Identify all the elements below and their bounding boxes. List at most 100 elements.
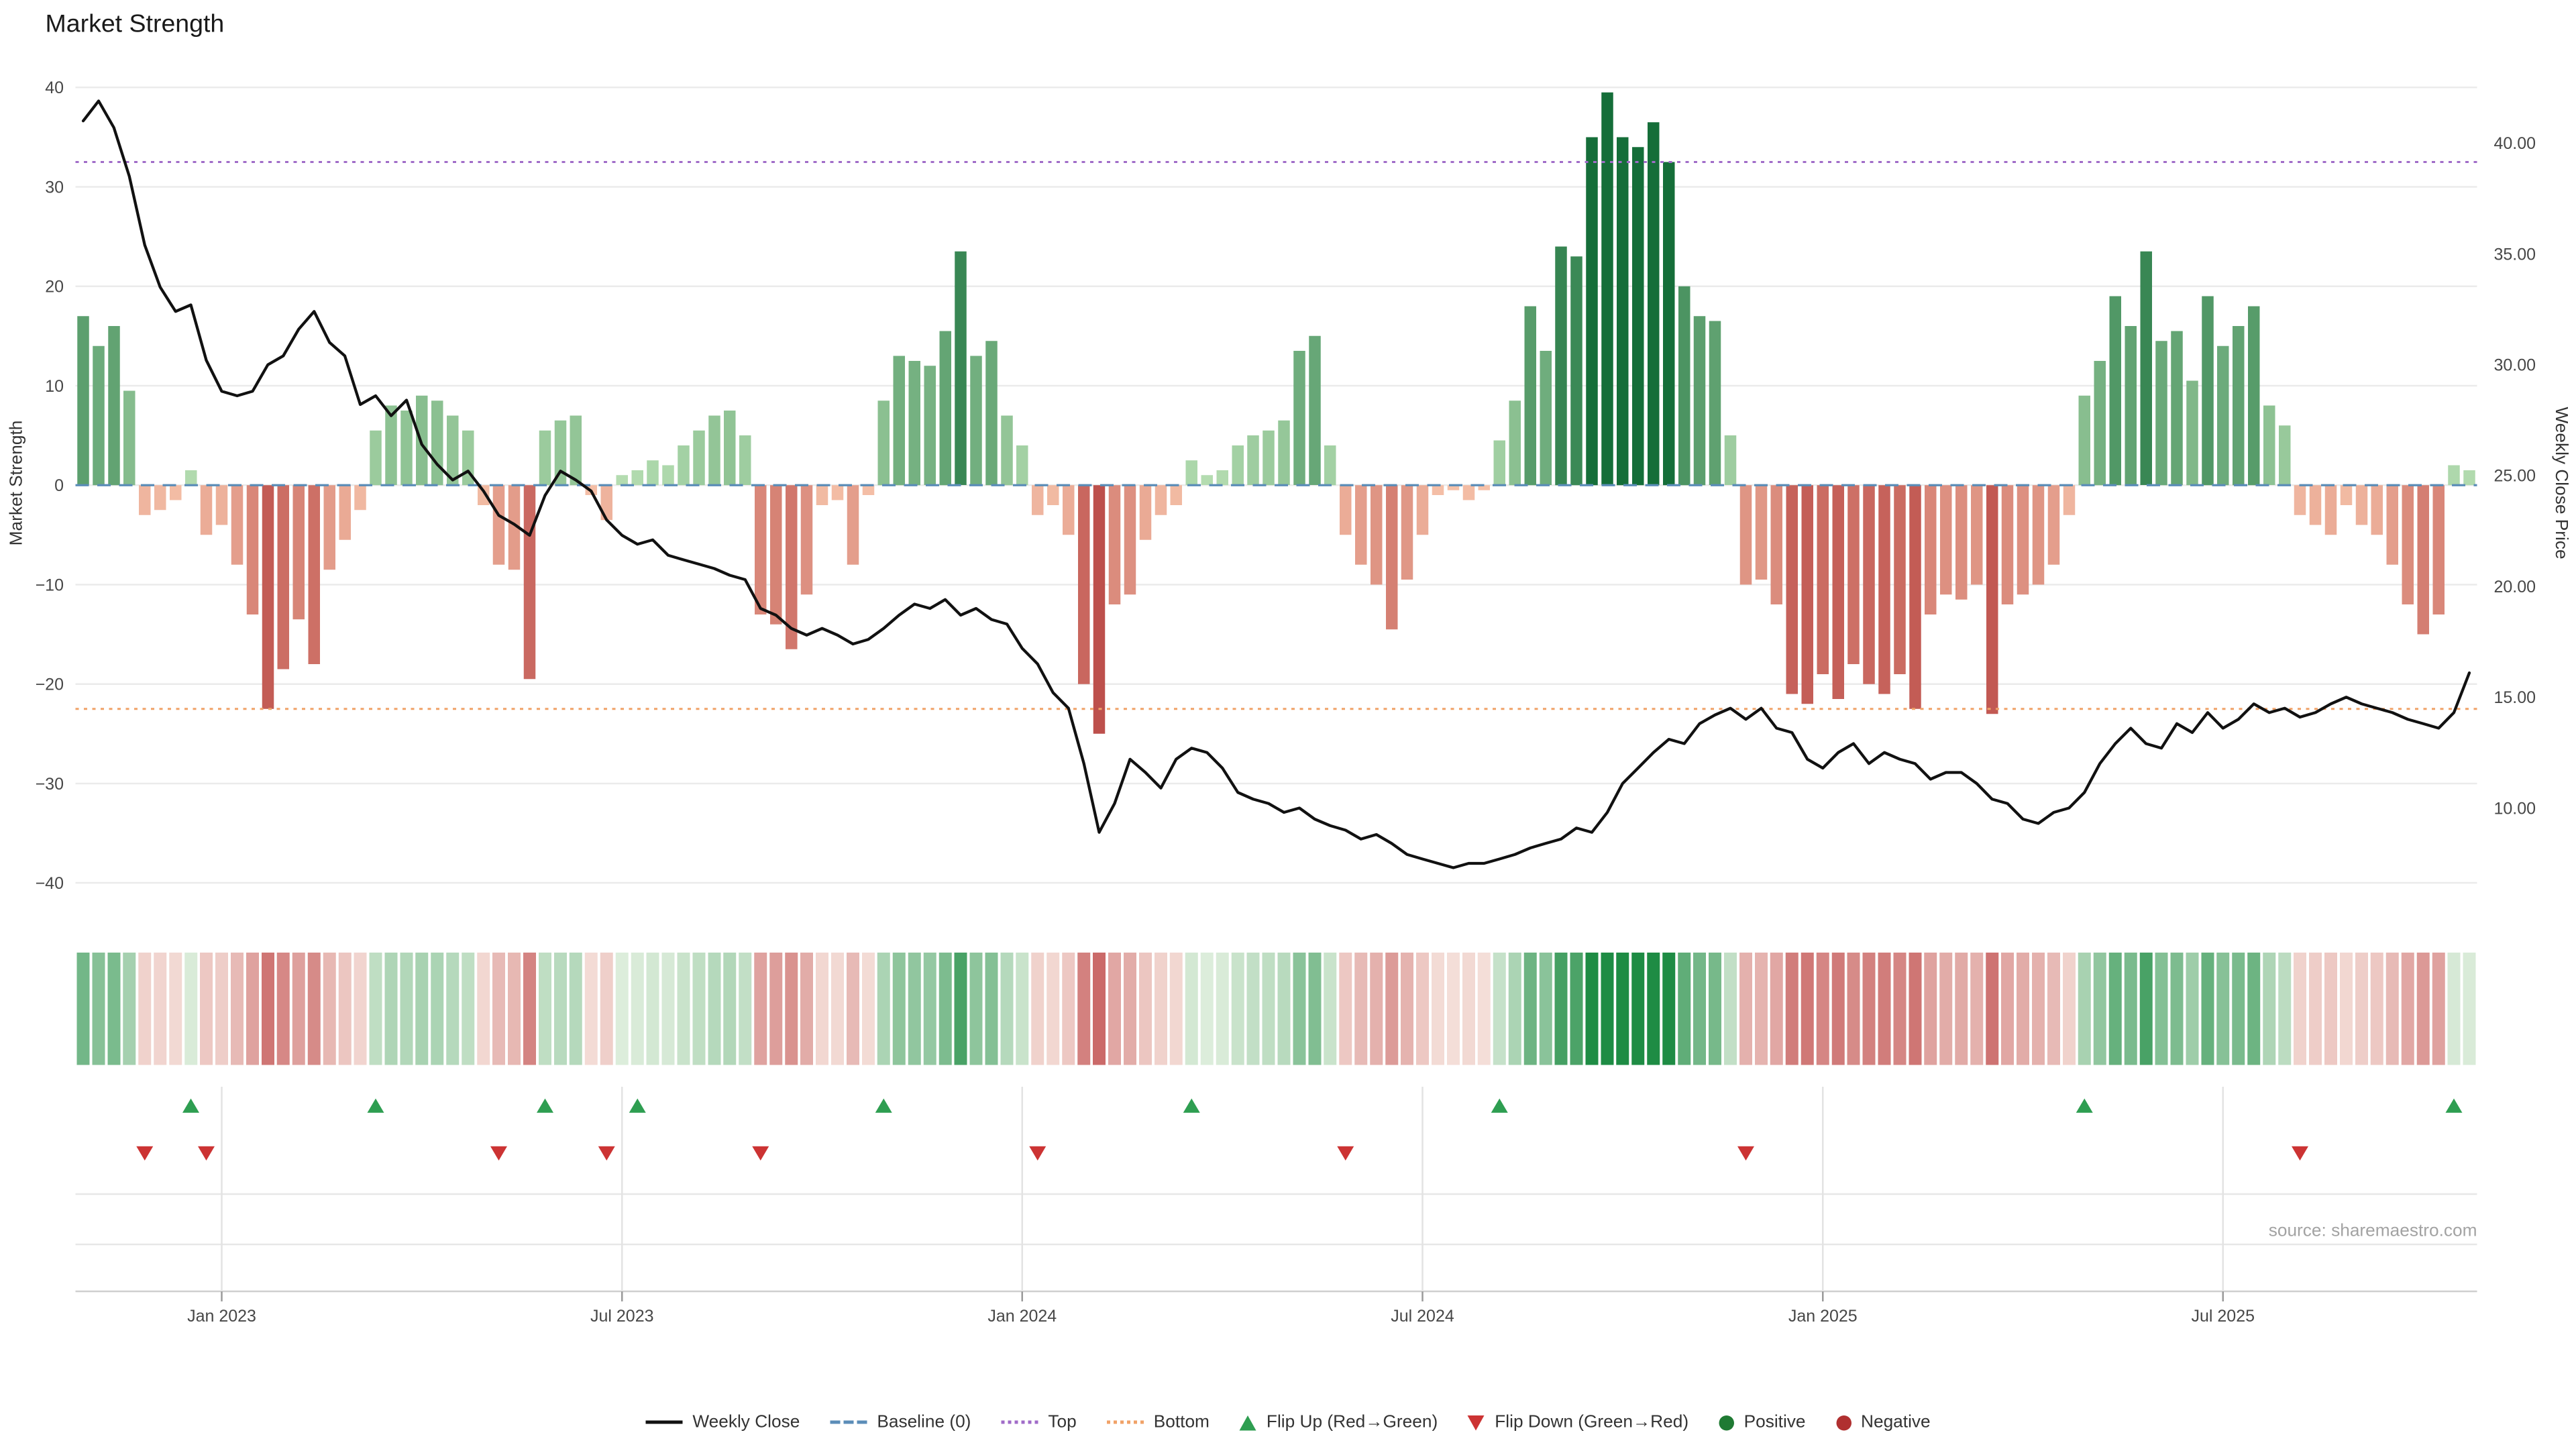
heatmap-cell	[1785, 953, 1799, 1065]
strength-bar	[631, 470, 643, 486]
flip-up-marker-icon	[2076, 1098, 2093, 1113]
heatmap-cell	[169, 953, 182, 1065]
strength-bar	[478, 485, 490, 505]
heatmap-cell	[446, 953, 460, 1065]
heatmap-cell	[2017, 953, 2029, 1065]
heatmap-cell	[1200, 953, 1214, 1065]
legend-triangle-up-icon	[1239, 1414, 1256, 1430]
strength-bar	[2340, 485, 2353, 505]
heatmap-cell	[1554, 953, 1568, 1065]
heatmap-cell	[1477, 953, 1491, 1065]
page-title: Market Strength	[45, 10, 225, 39]
strength-bar	[200, 485, 213, 535]
strength-bar	[1340, 485, 1352, 535]
strength-bar	[1462, 485, 1475, 500]
heatmap-cell	[1909, 953, 1922, 1065]
heatmap-cell	[523, 953, 536, 1065]
right-axis-tick-label: 10.00	[2494, 799, 2536, 818]
legend-circle-icon	[1835, 1414, 1851, 1430]
heatmap-cell	[1724, 953, 1737, 1065]
strength-bar	[1278, 420, 1290, 485]
heatmap-cell	[2186, 953, 2199, 1065]
heatmap-cell	[200, 953, 213, 1065]
strength-bar	[2386, 485, 2398, 565]
heatmap-cell	[2263, 953, 2276, 1065]
heatmap-cell	[1108, 953, 1121, 1065]
heatmap-cell	[2447, 953, 2461, 1065]
legend-item: Top	[1001, 1412, 1077, 1432]
heatmap-cell	[831, 953, 844, 1065]
strength-bar	[2094, 361, 2106, 486]
heatmap-cell	[754, 953, 767, 1065]
heatmap-cell	[2139, 953, 2153, 1065]
strength-bar	[985, 341, 998, 486]
heatmap-cell	[1924, 953, 1937, 1065]
heatmap-cell	[923, 953, 936, 1065]
heatmap-cell	[892, 953, 906, 1065]
strength-bar	[1063, 485, 1075, 535]
strength-bar	[1601, 92, 1613, 486]
strength-bar	[2186, 380, 2198, 486]
strength-bar	[2432, 485, 2445, 614]
heatmap-cell	[2078, 953, 2091, 1065]
flip-up-marker-icon	[2445, 1098, 2463, 1113]
heatmap-cell	[1062, 953, 1075, 1065]
strength-bar	[1509, 400, 1521, 486]
heatmap-cell	[1585, 953, 1599, 1065]
strength-bar	[770, 485, 782, 625]
strength-bar	[2063, 485, 2076, 515]
heatmap-cell	[1893, 953, 1907, 1065]
strength-bar	[1955, 485, 1968, 600]
strength-bar	[1416, 485, 1429, 535]
legend-item: Baseline (0)	[830, 1412, 971, 1432]
legend-item: Flip Down (Green→Red)	[1468, 1412, 1688, 1432]
strength-bar	[1432, 485, 1444, 495]
heatmap-cell	[384, 953, 398, 1065]
strength-bar	[1016, 445, 1028, 486]
heatmap-cell	[1308, 953, 1322, 1065]
strength-bar	[1925, 485, 1937, 614]
heatmap-cell	[739, 953, 752, 1065]
left-axis-tick-label: −30	[36, 775, 64, 794]
flip-down-marker-icon	[136, 1146, 154, 1161]
x-axis-tick-label: Jan 2025	[1788, 1307, 1858, 1326]
strength-bar	[1986, 485, 1998, 714]
heatmap-cell	[262, 953, 274, 1065]
left-axis-tick-label: −10	[36, 576, 64, 594]
strength-bar	[1724, 435, 1737, 485]
flip-down-marker-icon	[1737, 1146, 1754, 1161]
heatmap-cell	[661, 953, 675, 1065]
flip-down-marker-icon	[1029, 1146, 1046, 1161]
heatmap-cell	[292, 953, 305, 1065]
strength-bar	[246, 485, 259, 614]
left-axis-tick-label: 40	[45, 78, 64, 97]
flip-down-marker-icon	[198, 1146, 215, 1161]
legend-label: Positive	[1743, 1412, 1806, 1432]
strength-bar	[1847, 485, 1860, 664]
heatmap-cell	[1000, 953, 1014, 1065]
heatmap-cell	[1277, 953, 1291, 1065]
heatmap-cell	[1169, 953, 1183, 1065]
heatmap-cell	[1155, 953, 1167, 1065]
heatmap-cell	[1354, 953, 1368, 1065]
strength-bar	[523, 485, 536, 680]
heatmap-cell	[692, 953, 706, 1065]
strength-bar	[1493, 440, 1505, 486]
heatmap-cell	[2170, 953, 2184, 1065]
strength-bar	[1309, 335, 1321, 485]
strength-bar	[1878, 485, 1890, 694]
strength-bar	[185, 470, 197, 486]
strength-bar	[292, 485, 305, 620]
heatmap-cell	[1508, 953, 1521, 1065]
strength-bar	[370, 430, 382, 486]
strength-bar	[170, 485, 182, 500]
strength-bar	[600, 485, 612, 521]
strength-bar	[1524, 306, 1536, 486]
strength-bar	[647, 460, 659, 486]
heatmap-cell	[215, 953, 228, 1065]
heatmap-cell	[969, 953, 983, 1065]
right-axis-tick-label: 35.00	[2494, 245, 2536, 264]
heatmap-cell	[1770, 953, 1783, 1065]
heatmap-cell	[154, 953, 167, 1065]
right-axis: 10.00 15.00 20.00 25.00 30.00 35.00 40.00	[2494, 134, 2536, 818]
